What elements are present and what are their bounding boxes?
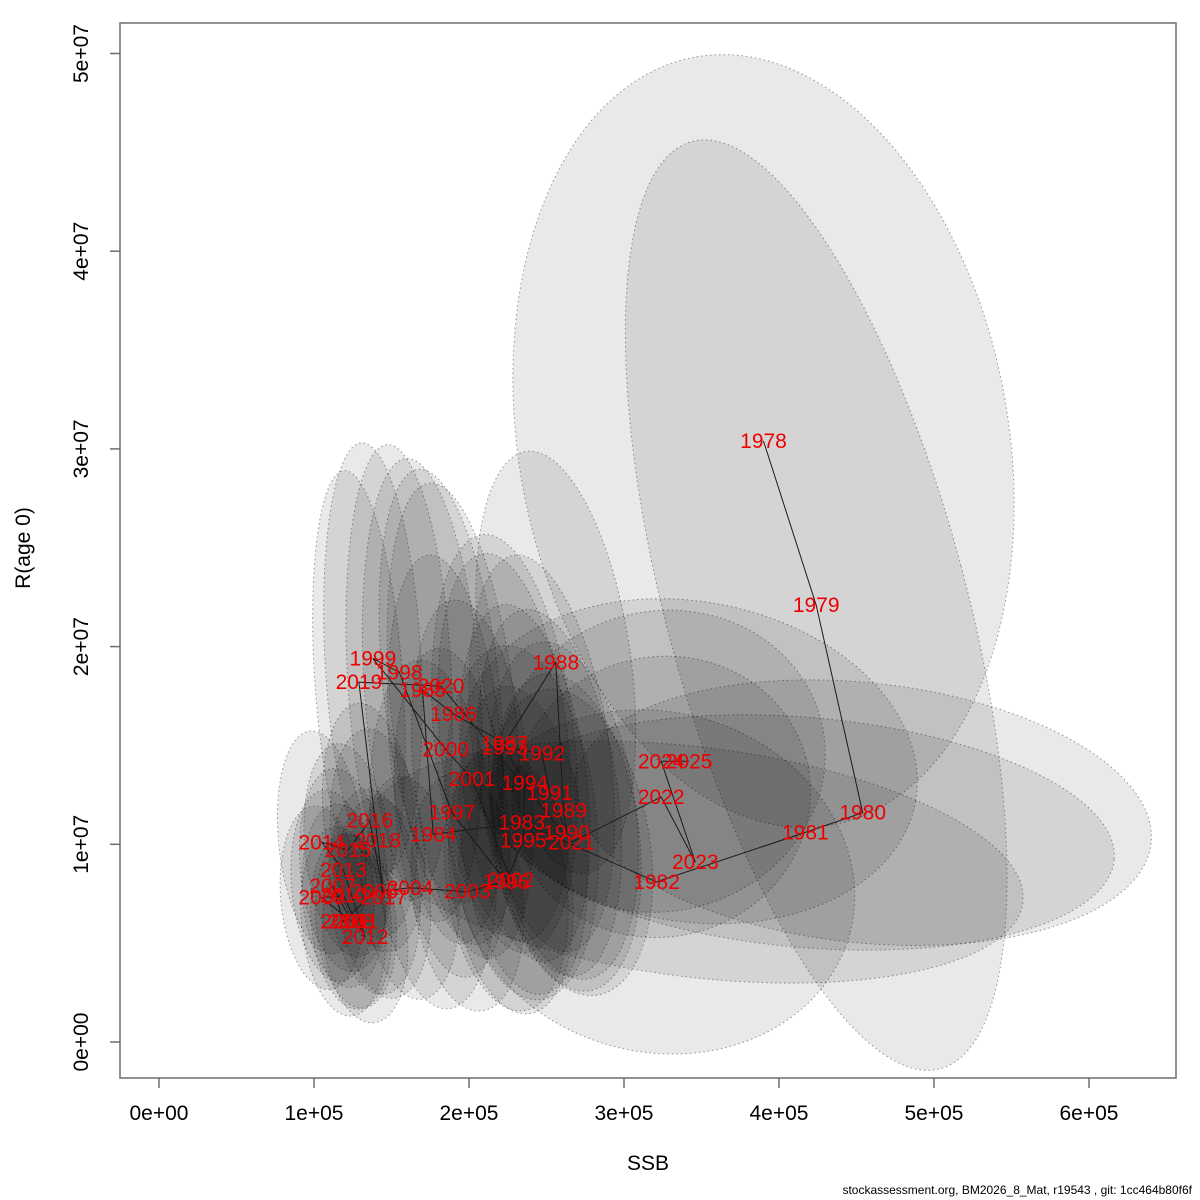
year-label-1982: 1982 — [633, 871, 680, 894]
x-axis-title: SSB — [626, 1152, 670, 1175]
x-tick-label-5e+05: 5e+05 — [905, 1102, 964, 1125]
year-label-2011: 2011 — [333, 910, 378, 933]
year-label-2009: 2009 — [298, 887, 345, 910]
year-label-2008: 2008 — [328, 910, 375, 933]
year-label-1986: 1986 — [430, 703, 477, 726]
year-label-1991: 1991 — [526, 782, 573, 805]
year-label-1984: 1984 — [410, 823, 457, 846]
year-label-1981: 1981 — [782, 821, 829, 844]
year-label-2015: 2015 — [325, 839, 372, 862]
plot-box — [119, 22, 1177, 1079]
y-tick-label-3e+07: 3e+07 — [70, 419, 93, 478]
confidence-ellipses-layer — [276, 54, 1152, 1071]
y-axis-title: R(age 0) — [12, 507, 35, 589]
y-tick-label-0e+00: 0e+00 — [70, 1013, 93, 1072]
year-label-1983: 1983 — [498, 812, 545, 835]
year-label-2020: 2020 — [418, 675, 465, 698]
x-tick-label-0e+00: 0e+00 — [130, 1102, 189, 1125]
year-label-2014: 2014 — [298, 831, 345, 854]
year-label-1989: 1989 — [540, 800, 587, 823]
year-label-1997: 1997 — [429, 802, 476, 825]
year-label-1985: 1985 — [399, 679, 446, 702]
year-path-layer — [320, 440, 864, 938]
x-tick-label-6e+05: 6e+05 — [1060, 1102, 1119, 1125]
year-label-2016: 2016 — [346, 810, 393, 833]
year-label-2001: 2001 — [449, 768, 496, 791]
year-label-1978: 1978 — [740, 430, 787, 453]
year-label-1990: 1990 — [543, 821, 590, 844]
y-tick-label-5e+07: 5e+07 — [70, 24, 93, 83]
year-label-2022: 2022 — [638, 786, 685, 809]
year-labels-layer: 1978 1979 1980 1981 1982 1983 1984 198519861987… — [298, 430, 886, 949]
year-label-2023: 2023 — [672, 851, 719, 874]
year-label-2000: 2000 — [422, 738, 469, 761]
confidence-ellipse-1978 — [512, 54, 1015, 828]
year-label-1999: 1999 — [350, 647, 397, 670]
year-label-2003: 2003 — [444, 881, 491, 904]
year-label-1993: 1993 — [481, 736, 528, 759]
year-label-2005: 2005 — [351, 881, 398, 904]
footer-run-info: stockassessment.org, BM2026_8_Mat, r1954… — [842, 1183, 1192, 1197]
year-label-1988: 1988 — [532, 651, 579, 674]
year-label-2012: 2012 — [342, 926, 389, 949]
year-label-2017: 2017 — [360, 887, 407, 910]
y-tick-label-2e+07: 2e+07 — [70, 617, 93, 676]
year-label-2006: 2006 — [320, 910, 367, 933]
year-label-1987: 1987 — [481, 732, 528, 755]
year-label-2004: 2004 — [387, 877, 434, 900]
year-label-2013: 2013 — [320, 859, 367, 882]
year-label-2025: 2025 — [666, 750, 713, 773]
year-label-2021: 2021 — [548, 831, 595, 854]
x-tick-label-3e+05: 3e+05 — [595, 1102, 654, 1125]
year-connecting-path — [320, 440, 864, 938]
year-label-2024: 2024 — [638, 750, 685, 773]
year-label-2019: 2019 — [336, 671, 383, 694]
year-label-1995: 1995 — [500, 829, 547, 852]
year-label-1992: 1992 — [518, 742, 565, 765]
y-tick-label-4e+07: 4e+07 — [70, 222, 93, 281]
year-label-1980: 1980 — [839, 802, 886, 825]
year-label-1996: 1996 — [483, 871, 530, 894]
year-label-1979: 1979 — [793, 594, 840, 617]
year-label-1994: 1994 — [501, 772, 548, 795]
x-tick-label-2e+05: 2e+05 — [440, 1102, 499, 1125]
year-label-2018: 2018 — [354, 829, 401, 852]
x-tick-label-1e+05: 1e+05 — [285, 1102, 344, 1125]
x-tick-label-4e+05: 4e+05 — [750, 1102, 809, 1125]
year-label-2002: 2002 — [487, 869, 534, 892]
y-tick-label-1e+07: 1e+07 — [70, 815, 93, 874]
year-label-1998: 1998 — [376, 661, 423, 684]
year-label-2007: 2007 — [309, 875, 356, 898]
year-label-2010: 2010 — [320, 885, 367, 908]
